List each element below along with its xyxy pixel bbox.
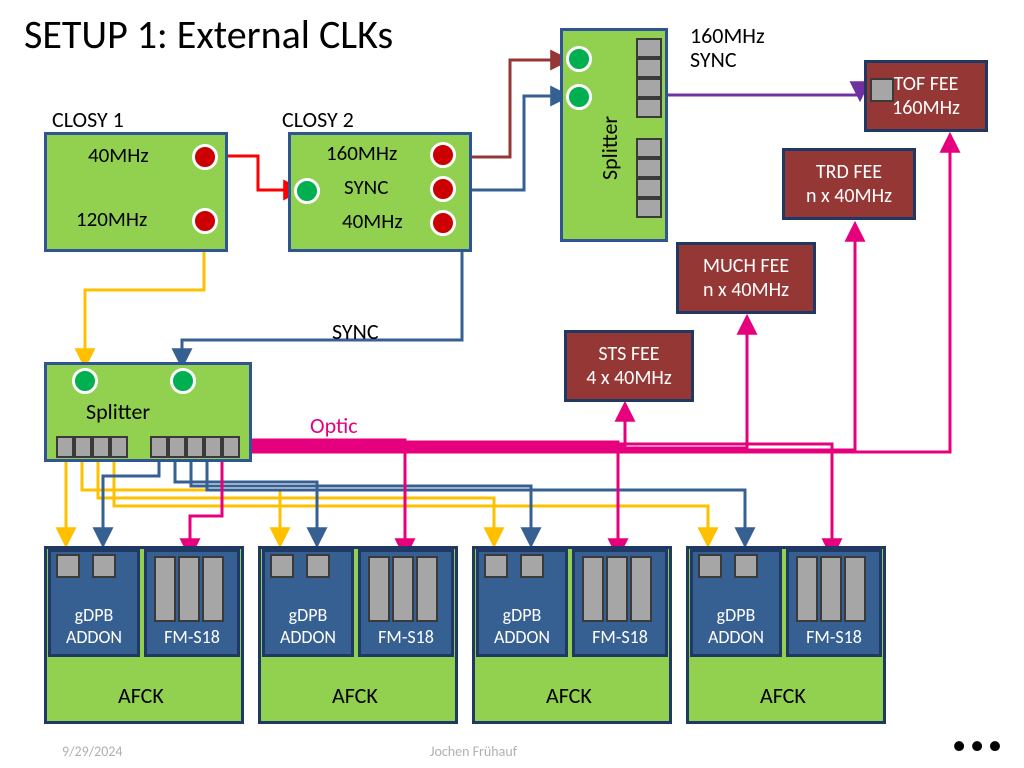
afck-label-0: AFCK — [118, 682, 164, 709]
closy2-port-40 — [430, 210, 456, 236]
gdpb-port-l-0 — [56, 554, 80, 578]
sts-fee: STS FEE 4 x 40MHz — [564, 330, 694, 402]
bs-out-r4 — [204, 436, 222, 458]
page-title: SETUP 1: External CLKs — [24, 10, 393, 59]
bottom-splitter-in1 — [72, 368, 98, 394]
closy2-port-in — [294, 178, 320, 204]
fms-slot3-0 — [202, 556, 224, 622]
bs-out-r1 — [150, 436, 168, 458]
bs-out-r2 — [168, 436, 186, 458]
much-line1: MUCH FEE — [703, 254, 789, 278]
top-splitter-in1 — [566, 46, 592, 72]
fms-slot3-2 — [630, 556, 652, 622]
closy1-40: 40MHz — [88, 142, 149, 168]
footer-author: Jochen Frühauf — [430, 743, 517, 760]
trd-fee: TRD FEE n x 40MHz — [782, 148, 916, 220]
afck-label-3: AFCK — [760, 682, 806, 709]
closy2-40: 40MHz — [342, 208, 403, 234]
gdpb-port-r-0 — [92, 554, 116, 578]
gdpb-port-l-3 — [698, 554, 722, 578]
optic-label: Optic — [310, 412, 358, 442]
bs-out-l1 — [56, 436, 74, 458]
bs-out-l2 — [74, 436, 92, 458]
closy2-sync: SYNC — [344, 174, 388, 200]
fms-slot2-2 — [606, 556, 628, 622]
top-splitter-out6 — [636, 158, 662, 178]
bottom-splitter-in2 — [170, 368, 196, 394]
fms-slot3-1 — [416, 556, 438, 622]
bs-out-r5 — [222, 436, 240, 458]
afck-label-1: AFCK — [332, 682, 378, 709]
trd-line2: n x 40MHz — [806, 184, 892, 208]
top-splitter-clk-label: 160MHz SYNC — [690, 24, 765, 72]
stage: SETUP 1: External CLKs CLOSY 1 40MHz 120… — [0, 0, 1024, 768]
closy1-120: 120MHz — [76, 206, 147, 232]
closy2-label: CLOSY 2 — [282, 106, 354, 133]
fms-slot2-1 — [392, 556, 414, 622]
top-splitter-out8 — [636, 198, 662, 218]
fms-slot2-0 — [178, 556, 200, 622]
sts-line1: STS FEE — [598, 342, 659, 366]
sync-wire-label: SYNC — [332, 318, 379, 345]
fms-slot1-1 — [368, 556, 390, 622]
fms-slot1-2 — [582, 556, 604, 622]
fms-slot2-3 — [820, 556, 842, 622]
top-splitter-out1 — [636, 38, 662, 58]
trd-line1: TRD FEE — [816, 160, 882, 184]
fms-slot3-3 — [844, 556, 866, 622]
much-line2: n x 40MHz — [703, 278, 789, 302]
top-splitter-label: Splitter — [596, 116, 623, 180]
tof-line2: 160MHz — [892, 96, 960, 120]
fms-slot1-3 — [796, 556, 818, 622]
gdpb-port-r-2 — [520, 554, 544, 578]
top-splitter-out5 — [636, 138, 662, 158]
sts-line2: 4 x 40MHz — [586, 366, 672, 390]
top-splitter-out7 — [636, 178, 662, 198]
ellipsis-icon: ••• — [952, 727, 1006, 762]
bs-out-r3 — [186, 436, 204, 458]
fms-slot1-0 — [154, 556, 176, 622]
top-splitter-out3 — [636, 78, 662, 98]
closy2-160: 160MHz — [326, 140, 397, 166]
gdpb-port-l-2 — [484, 554, 508, 578]
bs-out-l4 — [110, 436, 128, 458]
gdpb-port-r-1 — [306, 554, 330, 578]
footer-date: 9/29/2024 — [62, 743, 122, 760]
top-splitter-out4 — [636, 98, 662, 118]
closy1-port-40 — [192, 144, 218, 170]
gdpb-port-l-1 — [270, 554, 294, 578]
afck-label-2: AFCK — [546, 682, 592, 709]
closy2-port-sync — [430, 176, 456, 202]
much-fee: MUCH FEE n x 40MHz — [676, 242, 816, 314]
closy2-port-160 — [430, 142, 456, 168]
tof-line1: TOF FEE — [894, 72, 959, 96]
top-splitter-out2 — [636, 58, 662, 78]
top-splitter-in2 — [566, 84, 592, 110]
bottom-splitter-label: Splitter — [86, 398, 150, 425]
gdpb-port-r-3 — [734, 554, 758, 578]
closy1-port-120 — [192, 208, 218, 234]
tof-fee-port — [870, 78, 894, 102]
bs-out-l3 — [92, 436, 110, 458]
closy1-label: CLOSY 1 — [52, 106, 124, 133]
